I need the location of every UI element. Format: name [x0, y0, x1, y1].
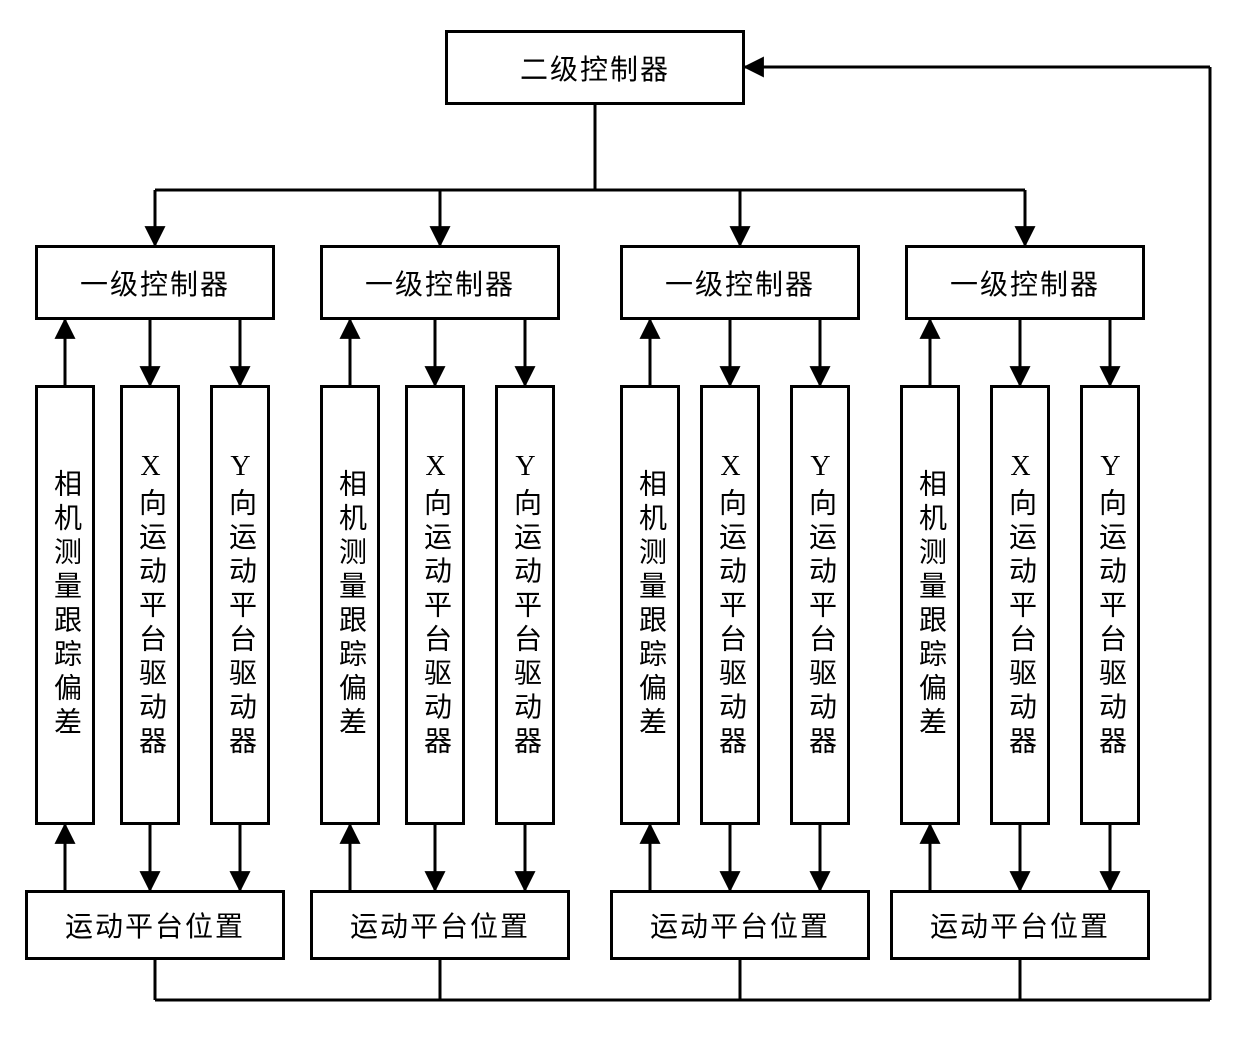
label-y-driver: Y向运动平台驱动器	[511, 451, 539, 760]
node-x-driver-1: X向运动平台驱动器	[120, 385, 180, 825]
node-camera-deviation-2: 相机测量跟踪偏差	[320, 385, 380, 825]
label-x-driver: X向运动平台驱动器	[716, 451, 744, 760]
label-x-driver: X向运动平台驱动器	[1006, 451, 1034, 760]
node-platform-position-2: 运动平台位置	[310, 890, 570, 960]
label-camera-deviation: 相机测量跟踪偏差	[916, 469, 944, 741]
label-y-driver: Y向运动平台驱动器	[806, 451, 834, 760]
node-camera-deviation-1: 相机测量跟踪偏差	[35, 385, 95, 825]
label-platform-position: 运动平台位置	[650, 905, 830, 945]
label-primary-controller: 一级控制器	[365, 263, 515, 303]
node-platform-position-3: 运动平台位置	[610, 890, 870, 960]
label-y-driver: Y向运动平台驱动器	[226, 451, 254, 760]
node-camera-deviation-3: 相机测量跟踪偏差	[620, 385, 680, 825]
node-y-driver-4: Y向运动平台驱动器	[1080, 385, 1140, 825]
label-primary-controller: 一级控制器	[665, 263, 815, 303]
node-y-driver-2: Y向运动平台驱动器	[495, 385, 555, 825]
label-y-driver: Y向运动平台驱动器	[1096, 451, 1124, 760]
node-secondary-controller: 二级控制器	[445, 30, 745, 105]
node-primary-controller-1: 一级控制器	[35, 245, 275, 320]
label-camera-deviation: 相机测量跟踪偏差	[51, 469, 79, 741]
label-camera-deviation: 相机测量跟踪偏差	[336, 469, 364, 741]
label-platform-position: 运动平台位置	[65, 905, 245, 945]
label-primary-controller: 一级控制器	[80, 263, 230, 303]
node-x-driver-2: X向运动平台驱动器	[405, 385, 465, 825]
label-platform-position: 运动平台位置	[350, 905, 530, 945]
node-x-driver-3: X向运动平台驱动器	[700, 385, 760, 825]
node-camera-deviation-4: 相机测量跟踪偏差	[900, 385, 960, 825]
node-y-driver-3: Y向运动平台驱动器	[790, 385, 850, 825]
node-primary-controller-2: 一级控制器	[320, 245, 560, 320]
node-y-driver-1: Y向运动平台驱动器	[210, 385, 270, 825]
label-x-driver: X向运动平台驱动器	[421, 451, 449, 760]
node-x-driver-4: X向运动平台驱动器	[990, 385, 1050, 825]
node-platform-position-4: 运动平台位置	[890, 890, 1150, 960]
node-primary-controller-3: 一级控制器	[620, 245, 860, 320]
label-secondary-controller: 二级控制器	[520, 48, 670, 88]
label-camera-deviation: 相机测量跟踪偏差	[636, 469, 664, 741]
node-platform-position-1: 运动平台位置	[25, 890, 285, 960]
label-x-driver: X向运动平台驱动器	[136, 451, 164, 760]
label-primary-controller: 一级控制器	[950, 263, 1100, 303]
node-primary-controller-4: 一级控制器	[905, 245, 1145, 320]
label-platform-position: 运动平台位置	[930, 905, 1110, 945]
